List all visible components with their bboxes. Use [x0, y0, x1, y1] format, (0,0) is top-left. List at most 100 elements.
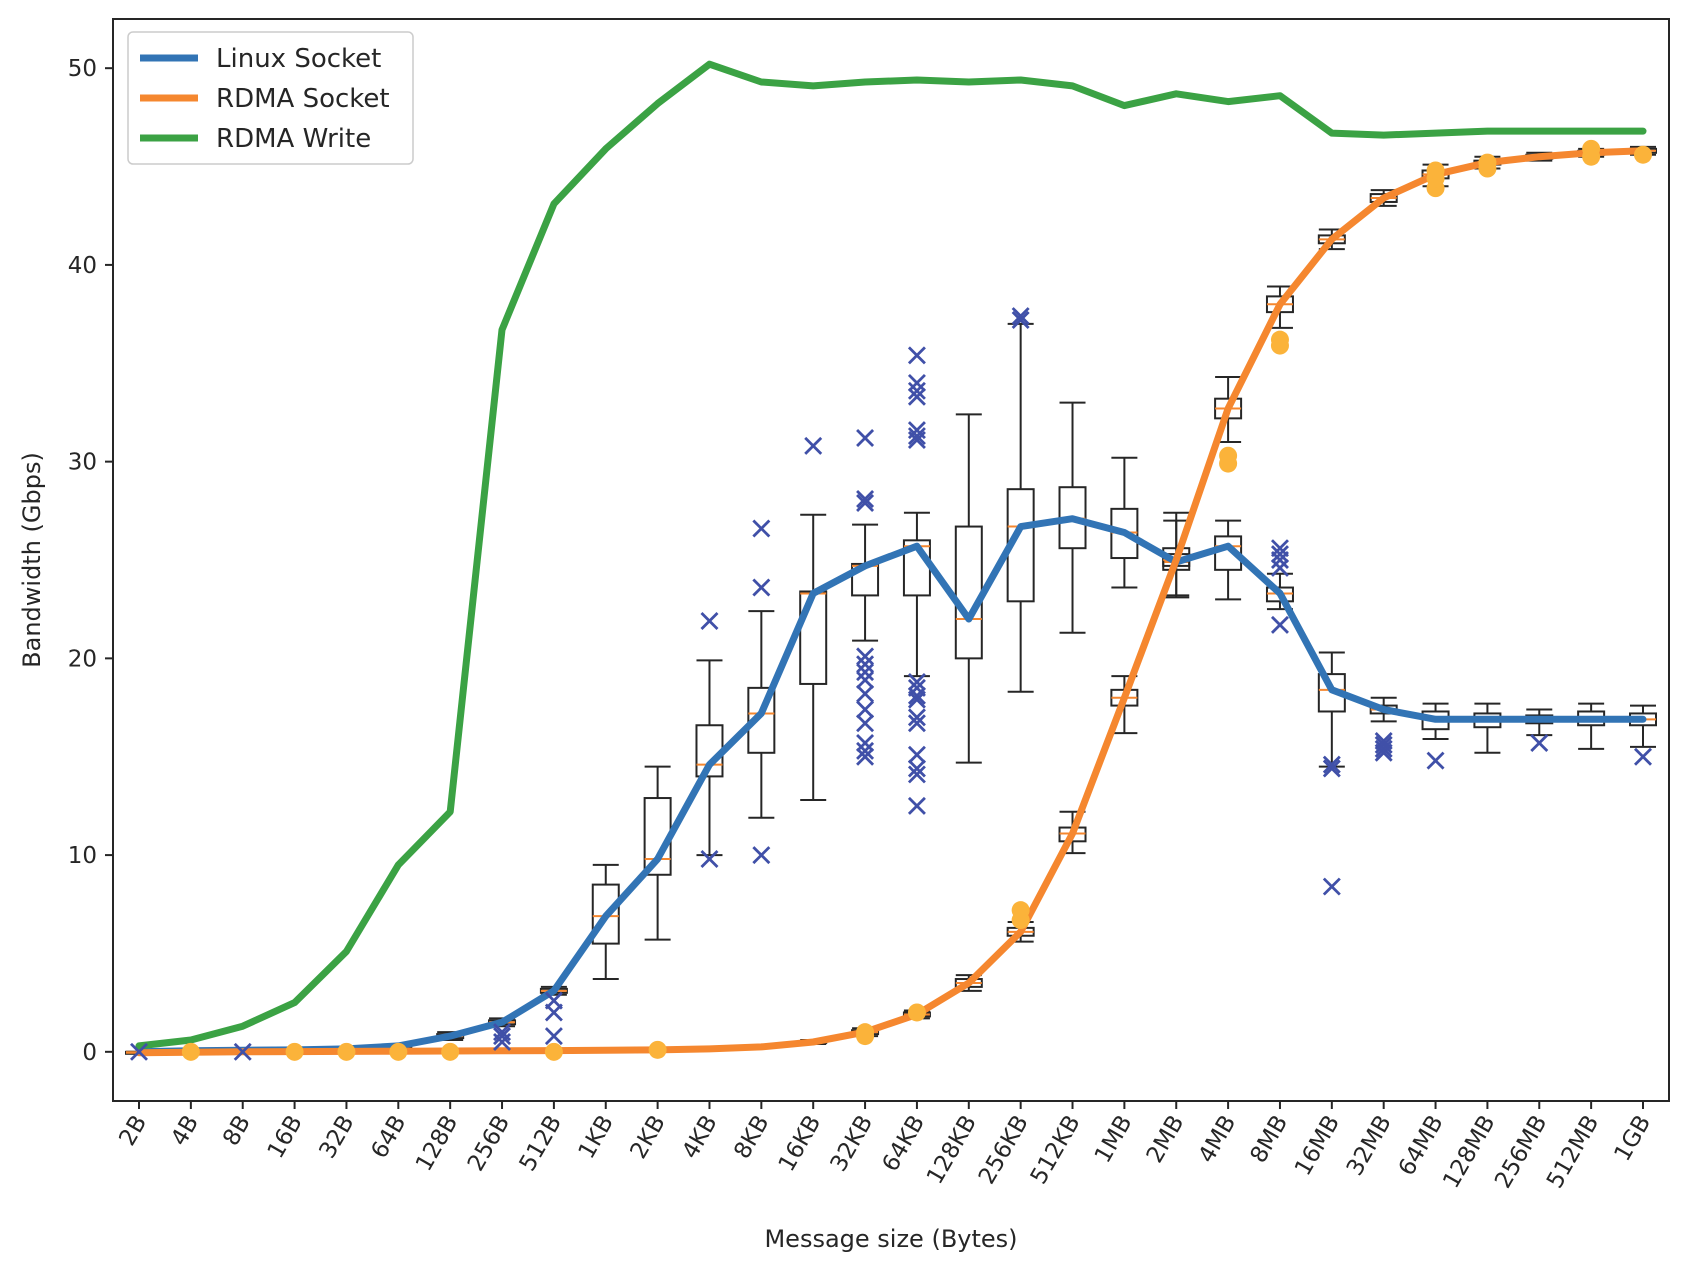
outlier-x-marker: [1322, 755, 1341, 774]
outlier-dot-marker: [389, 1042, 408, 1061]
outlier-x-marker: [907, 346, 926, 365]
box-iqr: [747, 686, 776, 754]
y-tick-label: 30: [68, 450, 97, 476]
outlier-x-stroke: [544, 991, 563, 1010]
outlier-x-stroke: [544, 1027, 563, 1046]
outlier-dot-marker: [181, 1042, 200, 1061]
outlier-dot-marker: [1011, 901, 1030, 920]
outlier-x-stroke: [856, 655, 875, 674]
outlier-x-marker: [856, 647, 875, 666]
outlier-x-marker: [1270, 545, 1289, 564]
outlier-x-stroke: [907, 765, 926, 784]
outliers-layer: [130, 139, 1652, 1061]
outlier-x-stroke: [1270, 539, 1289, 558]
outlier-x-marker: [233, 1042, 252, 1061]
outlier-x-marker: [1426, 751, 1445, 770]
outlier-x-stroke: [1374, 735, 1393, 754]
outlier-x-stroke: [233, 1042, 252, 1061]
outlier-dot-marker: [285, 1042, 304, 1061]
outlier-x-stroke: [752, 519, 771, 538]
outlier-x-marker: [856, 663, 875, 682]
outlier-x-marker: [1011, 307, 1030, 326]
outlier-x-stroke: [907, 381, 926, 400]
outlier-x-marker: [700, 850, 719, 869]
outlier-x-marker: [907, 796, 926, 815]
outlier-x-marker: [1011, 311, 1030, 329]
outlier-x-stroke: [907, 708, 926, 727]
x-axis-label: Message size (Bytes): [764, 1225, 1017, 1253]
outlier-x-marker: [493, 1023, 512, 1042]
outlier-x-marker: [856, 733, 875, 752]
outlier-x-marker: [907, 387, 926, 406]
y-axis-ticks: 0 10 20 30 40 50: [68, 56, 113, 1066]
outlier-x-stroke: [1270, 558, 1289, 577]
outlier-x-stroke: [907, 686, 926, 705]
outlier-x-marker: [493, 1027, 512, 1046]
outlier-x-marker: [130, 1042, 148, 1061]
outlier-x-stroke: [1270, 615, 1289, 634]
outlier-x-marker: [856, 747, 875, 766]
outlier-x-marker: [907, 745, 926, 764]
outlier-x-stroke: [856, 429, 875, 448]
outlier-x-marker: [907, 373, 926, 392]
outlier-x-marker: [856, 714, 875, 733]
outlier-x-marker: [1322, 877, 1341, 896]
box-iqr: [591, 883, 620, 945]
y-tick-label: 40: [68, 253, 97, 279]
outlier-dot-marker: [1582, 139, 1601, 158]
outlier-x-stroke: [1322, 759, 1341, 778]
outlier-x-stroke: [907, 427, 926, 446]
outlier-dot-marker: [856, 1023, 875, 1042]
outlier-dot-marker: [1270, 330, 1289, 349]
outlier-x-stroke: [907, 714, 926, 733]
y-axis-label: Bandwidth (Gbps): [18, 452, 46, 668]
outlier-x-stroke: [1270, 545, 1289, 564]
outlier-x-marker: [1530, 733, 1549, 752]
y-tick-label: 0: [82, 1040, 97, 1066]
outlier-dot-marker: [1219, 446, 1238, 465]
legend-box: [127, 31, 414, 165]
outlier-x-marker: [856, 671, 875, 689]
legend-entry-label: RDMA Write: [216, 124, 371, 154]
outlier-x-stroke: [907, 346, 926, 365]
outlier-x-stroke: [907, 387, 926, 406]
outlier-x-marker: [1270, 615, 1289, 634]
outlier-dot-marker: [337, 1042, 356, 1061]
outlier-x-marker: [856, 490, 875, 509]
outlier-x-stroke: [907, 678, 926, 697]
outlier-x-stroke: [907, 759, 926, 778]
outlier-x-marker: [752, 519, 771, 538]
outlier-x-stroke: [1011, 311, 1030, 329]
outlier-x-stroke: [1011, 307, 1030, 326]
outlier-x-marker: [907, 421, 926, 440]
outlier-dot-marker: [1634, 145, 1652, 164]
outlier-x-marker: [752, 578, 771, 597]
outlier-x-stroke: [856, 663, 875, 682]
outlier-x-stroke: [804, 436, 823, 455]
outlier-x-marker: [856, 493, 875, 512]
outlier-x-stroke: [1426, 751, 1445, 770]
outlier-x-marker: [907, 759, 926, 778]
outlier-x-marker: [907, 686, 926, 705]
outlier-x-marker: [1374, 739, 1393, 758]
y-tick-label: 10: [68, 843, 97, 869]
outlier-x-marker: [856, 741, 875, 760]
outlier-x-stroke: [856, 741, 875, 760]
outlier-x-marker: [856, 700, 875, 719]
outlier-x-stroke: [1322, 755, 1341, 774]
outlier-x-marker: [804, 436, 823, 455]
y-tick-label: 20: [68, 646, 97, 672]
outlier-x-stroke: [700, 850, 719, 869]
outlier-x-stroke: [1530, 733, 1549, 752]
outlier-dot-marker: [1478, 153, 1497, 172]
outlier-x-marker: [907, 427, 926, 446]
outlier-x-stroke: [856, 684, 875, 703]
outlier-x-stroke: [907, 421, 926, 440]
outlier-dot-marker: [441, 1042, 460, 1061]
outlier-x-marker: [544, 991, 563, 1010]
outlier-x-stroke: [856, 671, 875, 689]
outlier-x-stroke: [856, 714, 875, 733]
